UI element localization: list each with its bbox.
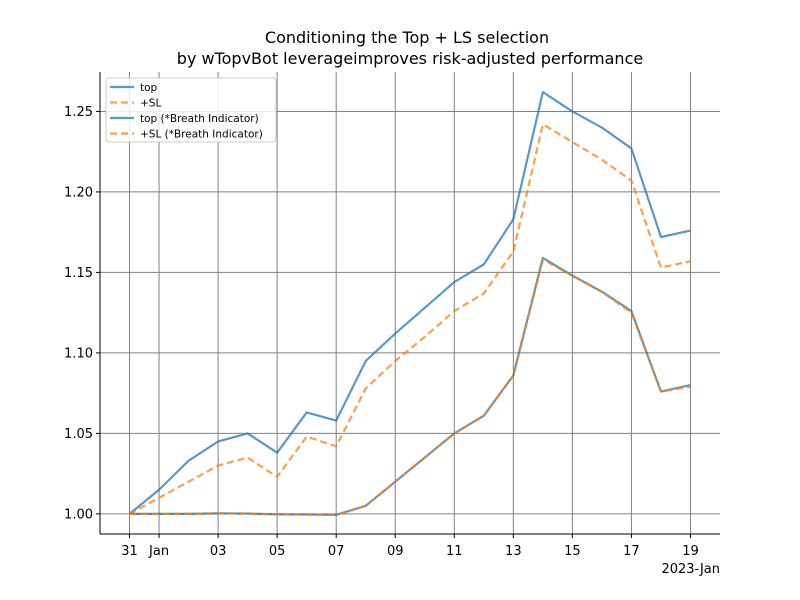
series-group	[128, 91, 691, 516]
x-tick-label: 05	[269, 544, 286, 559]
legend-label-2: +SL	[140, 97, 161, 109]
y-tick-label: 1.25	[64, 105, 93, 120]
grid	[100, 72, 720, 534]
series-line-1	[128, 91, 691, 515]
x-tick-label: 13	[505, 544, 522, 559]
y-tick-label: 1.10	[64, 346, 93, 361]
y-tick-label: 1.05	[64, 427, 93, 442]
x-tick-label: 17	[623, 544, 640, 559]
legend-label-4: +SL (*Breath Indicator)	[140, 128, 263, 140]
y-tick-label: 1.00	[64, 507, 93, 522]
x-tick-label: 15	[564, 544, 581, 559]
series-line-4	[129, 258, 691, 516]
x-tick-label: 09	[387, 544, 404, 559]
y-tick-label: 1.20	[64, 185, 93, 200]
chart-title-line1: Conditioning the Top + LS selection	[265, 28, 549, 47]
x-tick-label: 07	[328, 544, 345, 559]
legend-box	[105, 77, 277, 143]
legend-label-1: top	[140, 82, 158, 94]
legend: top +SL top (*Breath Indicator) +SL (*Breat…	[105, 77, 277, 143]
y-tick-label: 1.15	[64, 266, 93, 281]
series-line-2	[128, 123, 691, 515]
ticks: 31 Jan 03 05 07 09 11 13 15 17 19 1.00 1.05 1.10 1.15 1…	[64, 105, 699, 559]
legend-label-3: top (*Breath Indicator)	[140, 113, 259, 125]
x-tick-label: 03	[210, 544, 227, 559]
x-tick-label: 31	[121, 544, 138, 559]
x-tick-label: Jan	[148, 544, 169, 559]
x-axis-offset-label: 2023-Jan	[661, 562, 720, 577]
x-tick-label: 19	[682, 544, 699, 559]
x-tick-label: 11	[446, 544, 463, 559]
chart-title-line2: by wTopvBot leverageimproves risk-adjust…	[177, 49, 643, 68]
axes	[99, 72, 720, 535]
